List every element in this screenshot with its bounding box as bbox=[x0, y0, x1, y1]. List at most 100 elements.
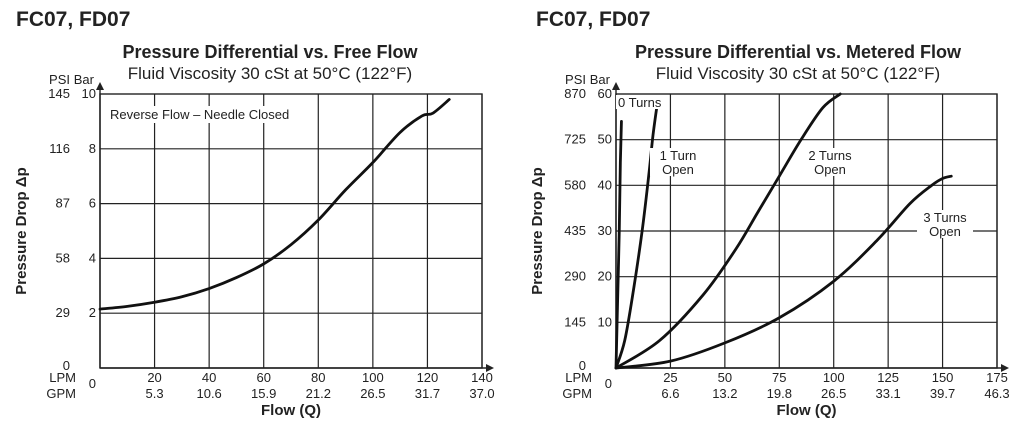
y-tick-label-bar: 10 bbox=[598, 314, 612, 329]
chart-title: Pressure Differential vs. Metered Flow bbox=[634, 42, 962, 62]
series-line-3-turns-open bbox=[614, 174, 953, 370]
label-background bbox=[650, 148, 706, 162]
label-background bbox=[802, 162, 858, 176]
x-tick-label-lpm: 100 bbox=[362, 370, 384, 385]
y-tick-label-psi: 435 bbox=[564, 223, 586, 238]
series-line-1-turn-open bbox=[614, 101, 659, 370]
series-label: 2 Turns bbox=[808, 148, 852, 163]
x-axis-title: Flow (Q) bbox=[777, 402, 837, 419]
y-tick-label-psi: 290 bbox=[564, 269, 586, 284]
y-tick-label-psi: 87 bbox=[56, 196, 70, 211]
x-axis-arrow bbox=[486, 364, 494, 372]
x-axis-title: Flow (Q) bbox=[261, 402, 321, 419]
x-tick-label-gpm: 6.6 bbox=[661, 386, 679, 401]
series-line-2-turns-open bbox=[614, 92, 842, 370]
x-tick-label-gpm: 10.6 bbox=[196, 386, 221, 401]
y-tick-label-psi: 0 bbox=[63, 358, 70, 373]
x-tick-label-lpm: 50 bbox=[718, 370, 732, 385]
y-axis-arrow bbox=[612, 82, 620, 90]
x-tick-label-lpm: 140 bbox=[471, 370, 493, 385]
y-tick-label-psi: 0 bbox=[579, 358, 586, 373]
series-label: Open bbox=[662, 162, 694, 177]
y-tick-label-psi: 870 bbox=[564, 86, 586, 101]
y-tick-label-psi: 145 bbox=[48, 86, 70, 101]
x-tick-label-gpm: 26.5 bbox=[360, 386, 385, 401]
y-tick-label-bar: 20 bbox=[598, 269, 612, 284]
label-background bbox=[108, 106, 304, 123]
x-tick-label-gpm: 46.3 bbox=[984, 386, 1009, 401]
y-axis-title: Pressure Drop Δp bbox=[13, 167, 30, 295]
x-unit-lpm: LPM bbox=[49, 370, 76, 385]
y-tick-label-psi: 725 bbox=[564, 132, 586, 147]
y-tick-label-psi: 116 bbox=[49, 141, 70, 156]
x-tick-label-lpm: 75 bbox=[772, 370, 786, 385]
plot-frame bbox=[99, 93, 483, 369]
label-background bbox=[917, 224, 973, 238]
x-tick-label-lpm: 0 bbox=[605, 376, 612, 391]
y-tick-label-bar: 40 bbox=[598, 177, 612, 192]
x-tick-label-gpm: 19.8 bbox=[767, 386, 792, 401]
x-tick-label-gpm: 13.2 bbox=[712, 386, 737, 401]
model-label: FC07, FD07 bbox=[536, 8, 651, 31]
model-label: FC07, FD07 bbox=[16, 8, 131, 31]
x-tick-label-lpm: 175 bbox=[986, 370, 1008, 385]
x-tick-label-lpm: 80 bbox=[311, 370, 325, 385]
x-tick-label-gpm: 39.7 bbox=[930, 386, 955, 401]
y-unit-bar: Bar bbox=[590, 72, 611, 87]
x-tick-label-gpm: 5.3 bbox=[146, 386, 164, 401]
x-tick-label-gpm: 26.5 bbox=[821, 386, 846, 401]
y-tick-label-psi: 145 bbox=[564, 314, 586, 329]
x-tick-label-lpm: 0 bbox=[89, 376, 96, 391]
y-tick-label-bar: 10 bbox=[82, 86, 96, 101]
chart-panel-right: FC07, FD07 Pressure Differential vs. Met… bbox=[520, 0, 1036, 444]
x-tick-label-lpm: 125 bbox=[877, 370, 899, 385]
x-axis-arrow bbox=[1001, 364, 1009, 372]
x-tick-label-lpm: 150 bbox=[932, 370, 954, 385]
y-tick-label-bar: 8 bbox=[89, 141, 96, 156]
y-unit-psi: PSI bbox=[565, 72, 586, 87]
x-tick-label-gpm: 31.7 bbox=[415, 386, 440, 401]
y-axis-title: Pressure Drop Δp bbox=[529, 167, 546, 295]
series-label: 3 Turns bbox=[923, 210, 967, 225]
x-tick-label-gpm: 15.9 bbox=[251, 386, 276, 401]
x-tick-label-gpm: 21.2 bbox=[306, 386, 331, 401]
x-tick-label-lpm: 120 bbox=[417, 370, 439, 385]
x-tick-label-gpm: 33.1 bbox=[875, 386, 900, 401]
y-unit-bar: Bar bbox=[74, 72, 95, 87]
y-tick-label-psi: 29 bbox=[56, 305, 70, 320]
label-background bbox=[802, 148, 858, 162]
chart-subtitle: Fluid Viscosity 30 cSt at 50°C (122°F) bbox=[127, 64, 413, 83]
x-tick-label-lpm: 40 bbox=[202, 370, 216, 385]
y-tick-label-bar: 50 bbox=[598, 132, 612, 147]
y-tick-label-bar: 4 bbox=[89, 250, 96, 265]
x-unit-lpm: LPM bbox=[565, 370, 592, 385]
series-line-reverse-flow-needle-closed bbox=[98, 98, 451, 311]
y-tick-label-bar: 30 bbox=[598, 223, 612, 238]
annotation-label: Reverse Flow – Needle Closed bbox=[110, 107, 289, 122]
y-unit-psi: PSI bbox=[49, 72, 70, 87]
series-label: Open bbox=[929, 224, 961, 239]
series-label: 0 Turns bbox=[618, 95, 662, 110]
x-unit-gpm: GPM bbox=[562, 386, 592, 401]
chart-subtitle: Fluid Viscosity 30 cSt at 50°C (122°F) bbox=[655, 64, 941, 83]
x-tick-label-gpm: 37.0 bbox=[469, 386, 494, 401]
y-tick-label-psi: 580 bbox=[564, 177, 586, 192]
y-axis-arrow bbox=[96, 82, 104, 90]
series-line-0-turns bbox=[614, 120, 623, 370]
x-tick-label-lpm: 25 bbox=[663, 370, 677, 385]
label-background bbox=[917, 210, 973, 224]
x-tick-label-lpm: 20 bbox=[147, 370, 161, 385]
y-tick-label-bar: 2 bbox=[89, 305, 96, 320]
series-label: 1 Turn bbox=[660, 148, 697, 163]
label-background bbox=[650, 162, 706, 176]
series-label: Open bbox=[814, 162, 846, 177]
x-tick-label-lpm: 60 bbox=[256, 370, 270, 385]
x-unit-gpm: GPM bbox=[46, 386, 76, 401]
x-tick-label-lpm: 100 bbox=[823, 370, 845, 385]
chart-panel-left: FC07, FD07 Pressure Differential vs. Fre… bbox=[0, 0, 500, 444]
chart-title: Pressure Differential vs. Free Flow bbox=[122, 42, 418, 62]
y-tick-label-bar: 60 bbox=[598, 86, 612, 101]
y-tick-label-psi: 58 bbox=[56, 250, 70, 265]
y-tick-label-bar: 6 bbox=[89, 196, 96, 211]
